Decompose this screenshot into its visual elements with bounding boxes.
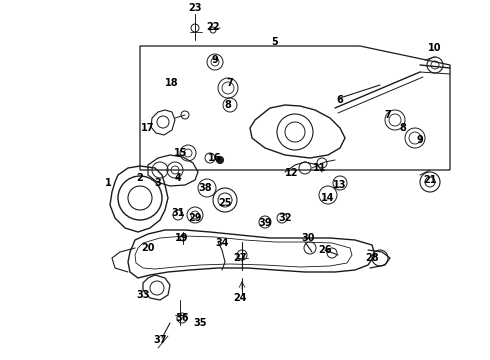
Text: 29: 29 bbox=[188, 213, 202, 223]
Text: 6: 6 bbox=[337, 95, 343, 105]
Text: 12: 12 bbox=[285, 168, 299, 178]
Text: 16: 16 bbox=[208, 153, 222, 163]
Text: 13: 13 bbox=[333, 180, 347, 190]
Text: 23: 23 bbox=[188, 3, 202, 13]
Text: 8: 8 bbox=[399, 123, 406, 133]
Text: 19: 19 bbox=[175, 233, 189, 243]
Text: 37: 37 bbox=[153, 335, 167, 345]
Text: 10: 10 bbox=[428, 43, 442, 53]
Text: 7: 7 bbox=[385, 110, 392, 120]
Text: 9: 9 bbox=[212, 55, 219, 65]
Text: 34: 34 bbox=[215, 238, 229, 248]
Text: 9: 9 bbox=[416, 135, 423, 145]
Text: 38: 38 bbox=[198, 183, 212, 193]
Text: 21: 21 bbox=[423, 175, 437, 185]
Circle shape bbox=[217, 157, 223, 163]
Text: 4: 4 bbox=[174, 173, 181, 183]
Text: 36: 36 bbox=[175, 313, 189, 323]
Text: 28: 28 bbox=[365, 253, 379, 263]
Text: 20: 20 bbox=[141, 243, 155, 253]
Text: 32: 32 bbox=[278, 213, 292, 223]
Text: 3: 3 bbox=[155, 178, 161, 188]
Text: 5: 5 bbox=[271, 37, 278, 47]
Text: 22: 22 bbox=[206, 22, 220, 32]
Text: 25: 25 bbox=[218, 198, 232, 208]
Text: 30: 30 bbox=[301, 233, 315, 243]
Text: 27: 27 bbox=[233, 253, 247, 263]
Text: 17: 17 bbox=[141, 123, 155, 133]
Text: 39: 39 bbox=[258, 218, 272, 228]
Text: 33: 33 bbox=[136, 290, 150, 300]
Text: 26: 26 bbox=[318, 245, 332, 255]
Text: 31: 31 bbox=[171, 208, 185, 218]
Text: 7: 7 bbox=[227, 78, 233, 88]
Text: 11: 11 bbox=[313, 163, 327, 173]
Text: 2: 2 bbox=[137, 173, 144, 183]
Text: 1: 1 bbox=[105, 178, 111, 188]
Text: 8: 8 bbox=[224, 100, 231, 110]
Text: 35: 35 bbox=[193, 318, 207, 328]
Text: 15: 15 bbox=[174, 148, 188, 158]
Text: 14: 14 bbox=[321, 193, 335, 203]
Text: 24: 24 bbox=[233, 293, 247, 303]
Text: 18: 18 bbox=[165, 78, 179, 88]
